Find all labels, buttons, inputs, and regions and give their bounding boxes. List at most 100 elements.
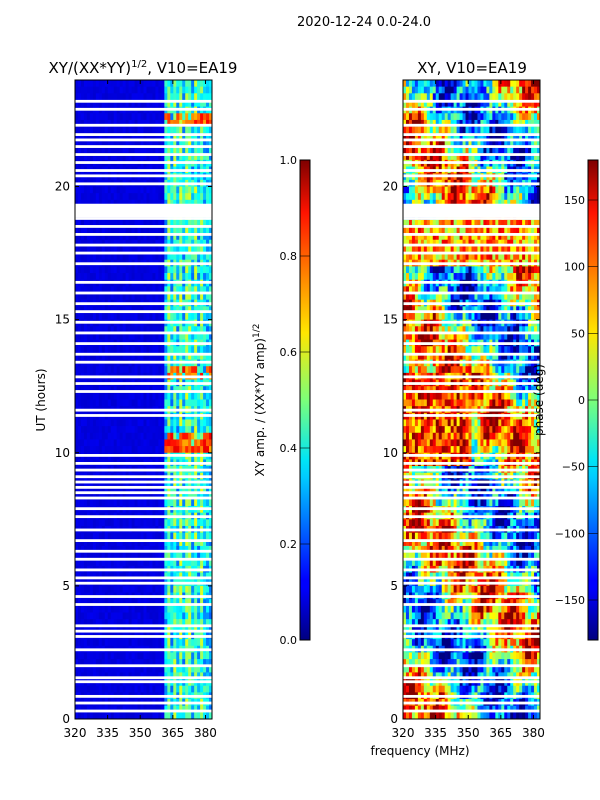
left-heatmap-cell xyxy=(152,293,156,301)
left-heatmap-cell xyxy=(122,80,127,88)
left-heatmap-cell xyxy=(122,186,127,194)
left-heatmap-cell xyxy=(116,113,121,121)
left-heatmap-cell xyxy=(128,539,132,547)
right-heatmap-cell xyxy=(489,113,493,121)
right-heatmap-cell xyxy=(453,126,458,134)
left-heatmap-cell xyxy=(197,439,201,447)
left-heatmap-cell xyxy=(152,605,156,613)
right-heatmap-cell xyxy=(423,93,428,101)
left-heatmap-cell xyxy=(173,86,177,94)
left-heatmap-cell xyxy=(110,652,115,660)
left-heatmap-cell xyxy=(83,306,88,314)
left-heatmap-cell xyxy=(146,599,150,607)
right-heatmap-cell xyxy=(537,119,541,127)
left-heatmap-cell xyxy=(164,126,168,134)
left-heatmap-cell xyxy=(77,639,82,647)
left-heatmap-cell xyxy=(179,499,183,507)
right-heatmap-cell xyxy=(531,80,535,88)
left-heatmap-cell xyxy=(185,619,189,627)
left-heatmap-cell xyxy=(107,266,112,274)
left-heatmap-cell xyxy=(107,366,112,374)
left-heatmap-cell xyxy=(98,126,103,134)
left-heatmap-cell xyxy=(98,386,103,394)
left-heatmap-cell xyxy=(164,665,168,673)
left-heatmap-cell xyxy=(113,599,118,607)
left-heatmap-cell xyxy=(203,253,207,261)
left-heatmap-cell xyxy=(194,446,198,454)
left-heatmap-cell xyxy=(101,492,106,500)
left-heatmap-cell xyxy=(75,685,79,693)
right-heatmap-cell xyxy=(444,126,449,134)
left-heatmap-cell xyxy=(80,99,85,108)
left-heatmap-cell xyxy=(176,685,180,693)
left-heatmap-cell xyxy=(143,146,147,154)
left-heatmap-cell xyxy=(152,619,156,627)
left-heatmap-cell xyxy=(167,486,171,494)
left-heatmap-cell xyxy=(197,193,201,201)
left-heatmap-cell xyxy=(164,492,168,500)
left-heatmap-cell xyxy=(83,399,88,407)
left-heatmap-cell xyxy=(137,273,141,281)
left-heatmap-cell xyxy=(98,146,103,154)
left-heatmap-cell xyxy=(125,572,130,580)
left-heatmap-cell xyxy=(158,705,162,713)
left-heatmap-cell xyxy=(164,519,168,527)
left-heatmap-cell xyxy=(110,126,115,134)
left-heatmap-cell xyxy=(140,226,144,234)
right-heatmap-cell xyxy=(474,86,478,94)
left-heatmap-cell xyxy=(107,273,112,281)
left-heatmap-cell xyxy=(164,266,168,274)
left-heatmap-cell xyxy=(101,199,106,207)
left-heatmap-cell xyxy=(182,199,186,207)
left-heatmap-cell xyxy=(194,399,198,407)
left-heatmap-cell xyxy=(191,399,195,407)
left-heatmap-cell xyxy=(104,612,109,620)
right-heatmap-cell xyxy=(432,139,437,147)
left-heatmap-cell xyxy=(206,599,210,607)
right-heatmap-cell xyxy=(471,80,475,88)
left-heatmap-cell xyxy=(77,672,82,680)
left-heatmap-cell xyxy=(104,426,109,434)
left-heatmap-cell xyxy=(116,652,121,660)
left-heatmap-cell xyxy=(140,552,144,560)
left-heatmap-cell xyxy=(173,126,177,134)
left-heatmap-cell xyxy=(101,133,106,141)
right-heatmap-cell xyxy=(450,126,455,134)
right-heatmap-cell xyxy=(465,86,469,94)
left-heatmap-cell xyxy=(125,133,130,141)
left-heatmap-cell xyxy=(75,612,79,620)
left-heatmap-cell xyxy=(149,293,153,301)
left-heatmap-cell xyxy=(83,426,88,434)
left-heatmap-cell xyxy=(107,572,112,580)
left-heatmap-cell xyxy=(119,219,124,227)
left-heatmap-cell xyxy=(191,352,195,360)
left-heatmap-cell xyxy=(83,312,88,321)
left-heatmap-cell xyxy=(119,392,124,400)
left-heatmap-cell xyxy=(194,266,198,274)
left-heatmap-cell xyxy=(125,446,130,454)
left-heatmap-cell xyxy=(131,552,135,560)
left-heatmap-cell xyxy=(143,492,147,500)
left-heatmap-cell xyxy=(146,559,150,567)
left-heatmap-cell xyxy=(122,219,127,227)
left-heatmap-cell xyxy=(194,559,198,567)
left-heatmap-cell xyxy=(107,312,112,321)
left-heatmap-cell xyxy=(95,572,100,580)
left-heatmap-cell xyxy=(170,432,174,440)
left-heatmap-cell xyxy=(197,293,201,301)
left-heatmap-cell xyxy=(188,399,192,407)
left-heatmap-cell xyxy=(194,492,198,500)
left-heatmap-cell xyxy=(95,99,100,108)
left-heatmap-cell xyxy=(191,665,195,673)
left-heatmap-cell xyxy=(146,126,150,134)
left-heatmap-cell xyxy=(203,219,207,227)
left-heatmap-cell xyxy=(104,366,109,374)
left-heatmap-cell xyxy=(155,352,159,360)
left-heatmap-cell xyxy=(200,186,204,194)
left-heatmap-cell xyxy=(125,273,130,281)
left-heatmap-cell xyxy=(128,639,132,647)
left-heatmap-cell xyxy=(119,712,124,720)
left-heatmap-cell xyxy=(185,199,189,207)
left-heatmap-cell xyxy=(137,612,141,620)
flagged-row xyxy=(75,462,212,465)
